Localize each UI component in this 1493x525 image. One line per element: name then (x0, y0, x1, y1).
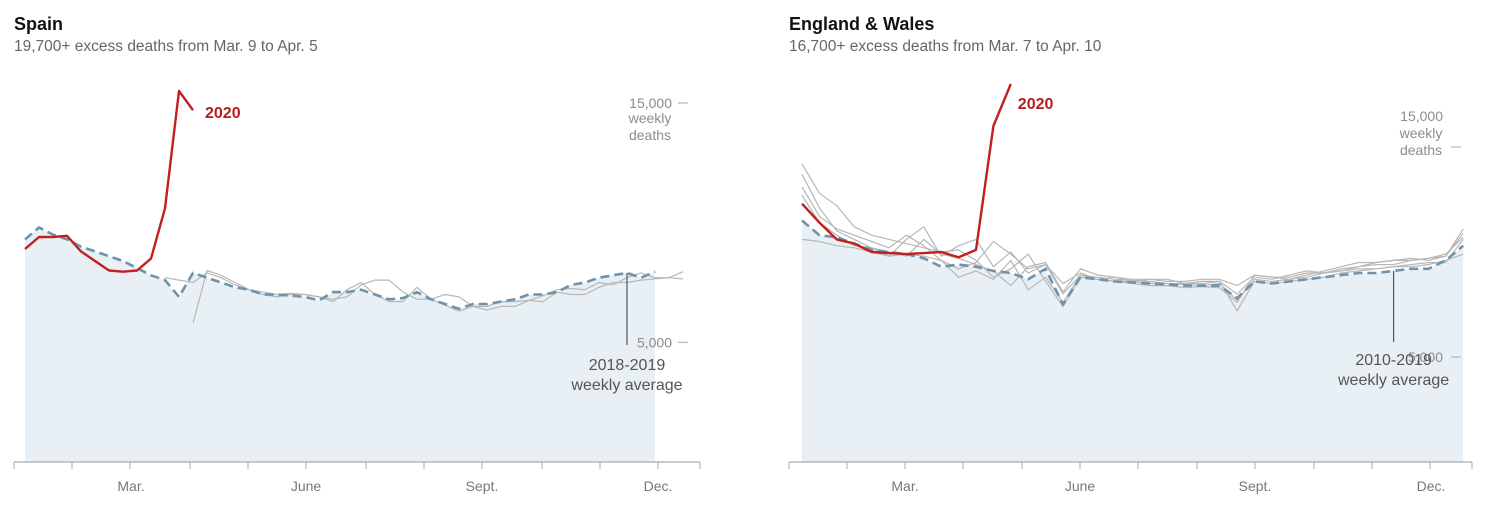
y-tick-label: 15,000 (1400, 108, 1443, 124)
x-tick-label: Mar. (891, 478, 918, 494)
area-layer (802, 220, 1464, 462)
current-year-line (801, 83, 1012, 259)
x-tick-label: Dec. (1417, 478, 1446, 494)
past-year-line-4 (801, 194, 1464, 293)
england-wales-chart: Mar. June Sept. Dec. 5,000 15,000weeklydeaths… (788, 83, 1473, 494)
current-year-line (24, 89, 194, 273)
past-year-line-2 (164, 272, 684, 311)
y-unit-label: weekly (628, 110, 672, 126)
labels-layer: 2020 2018-2019 weekly average (205, 105, 683, 394)
y-unit-label: deaths (629, 127, 671, 143)
chart-title: England & Wales (789, 14, 935, 34)
average-line (24, 226, 656, 311)
england-wales-panel: England & Wales 16,700+ excess deaths fr… (775, 0, 1493, 525)
average-annotation-label: weekly average (1337, 372, 1449, 389)
past-years-layer (164, 269, 684, 324)
past-year-line-1 (192, 269, 684, 324)
average-annotation-label: 2018-2019 (589, 357, 666, 374)
spain-chart: Mar. June Sept. Dec. 5,000 15,000weeklydeaths… (13, 89, 701, 494)
y-tick-label: 5,000 (637, 334, 672, 350)
labels-layer: 2020 2010-2019 weekly average (1018, 96, 1449, 389)
x-tick-label: June (1065, 478, 1096, 494)
x-tick-label: Dec. (644, 478, 673, 494)
average-layer (801, 219, 1465, 306)
x-tick-label: Mar. (117, 478, 144, 494)
average-area (25, 227, 655, 462)
y-unit-label: deaths (1400, 142, 1442, 158)
past-year-line-3 (801, 186, 1464, 303)
chart-subtitle: 16,700+ excess deaths from Mar. 7 to Apr… (789, 38, 1102, 55)
average-area (802, 220, 1464, 462)
average-annotation-label: weekly average (570, 377, 682, 394)
current-layer (801, 83, 1012, 259)
spain-panel: Spain 19,700+ excess deaths from Mar. 9 … (0, 0, 740, 525)
x-tick-label: June (291, 478, 322, 494)
chart-subtitle: 19,700+ excess deaths from Mar. 9 to Apr… (14, 38, 318, 55)
average-annotation-label: 2010-2019 (1355, 352, 1432, 369)
y-unit-label: weekly (1399, 125, 1443, 141)
x-tick-label: Sept. (1239, 478, 1272, 494)
average-layer (24, 226, 656, 311)
current-layer (24, 89, 194, 273)
area-layer (25, 227, 655, 462)
x-tick-label: Sept. (466, 478, 499, 494)
average-line (801, 219, 1465, 306)
chart-title: Spain (14, 14, 64, 34)
y-tick-label: 15,000 (629, 95, 672, 111)
current-series-label: 2020 (205, 105, 241, 122)
current-series-label: 2020 (1018, 96, 1054, 113)
y-tick-label: 5,000 (1408, 349, 1443, 365)
